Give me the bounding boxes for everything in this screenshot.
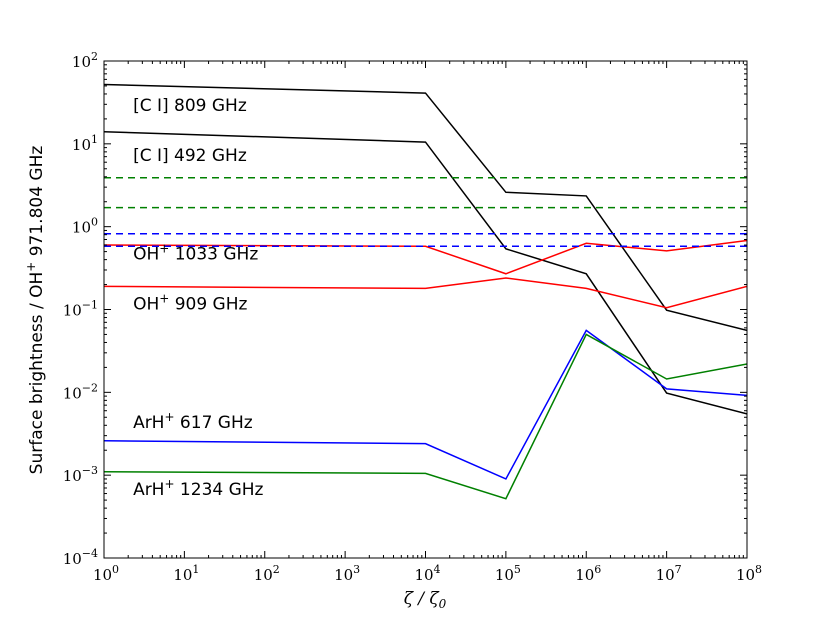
series-line-arh-1234-ghz <box>104 333 747 500</box>
tick-label: 107 <box>656 563 682 584</box>
tick-label: 100 <box>93 563 119 584</box>
tick-label: 101 <box>173 563 199 584</box>
annotation-arh-617-ghz: ArH+ 617 GHz <box>133 410 253 433</box>
tick-label: 101 <box>72 133 98 154</box>
tick-label: 10−2 <box>63 381 98 402</box>
series-line-oh-909-ghz <box>104 277 747 309</box>
tick-label: 10−3 <box>63 464 98 485</box>
annotation-oh-1033-ghz: OH+ 1033 GHz <box>133 242 258 265</box>
tick-label: 105 <box>495 563 521 584</box>
y-axis-label: Surface brightness / OH+ 971.804 GHz <box>24 146 47 475</box>
tick-label: 108 <box>736 563 762 584</box>
annotation--c-i-492-ghz: [C I] 492 GHz <box>133 146 247 166</box>
series-line--c-i-809-ghz <box>104 83 747 332</box>
series-layer <box>104 83 747 500</box>
tick-label: 100 <box>72 216 98 237</box>
tick-label: 102 <box>72 50 98 71</box>
tick-label: 104 <box>414 563 440 584</box>
annotation-layer: [C I] 809 GHz [C I] 492 GHz OH+ 1033 GHz OH… <box>133 96 263 500</box>
tick-label: 10−4 <box>63 547 98 568</box>
series-line--c-i-492-ghz <box>104 130 747 415</box>
ticks-layer: 100 101 102 103 104 105 106 107 108 10−4 10−3 10−2 1… <box>63 50 762 584</box>
tick-label: 10−1 <box>63 299 98 320</box>
tick-label: 102 <box>254 563 280 584</box>
annotation--c-i-809-ghz: [C I] 809 GHz <box>133 96 247 116</box>
annotation-arh-1234-ghz: ArH+ 1234 GHz <box>133 477 263 500</box>
series-line-arh-617-ghz <box>104 329 747 480</box>
annotation-oh-909-ghz: OH+ 909 GHz <box>133 292 247 315</box>
x-axis-label: ζ / ζ0 <box>404 589 447 611</box>
tick-label: 106 <box>575 563 601 584</box>
tick-label: 103 <box>334 563 360 584</box>
